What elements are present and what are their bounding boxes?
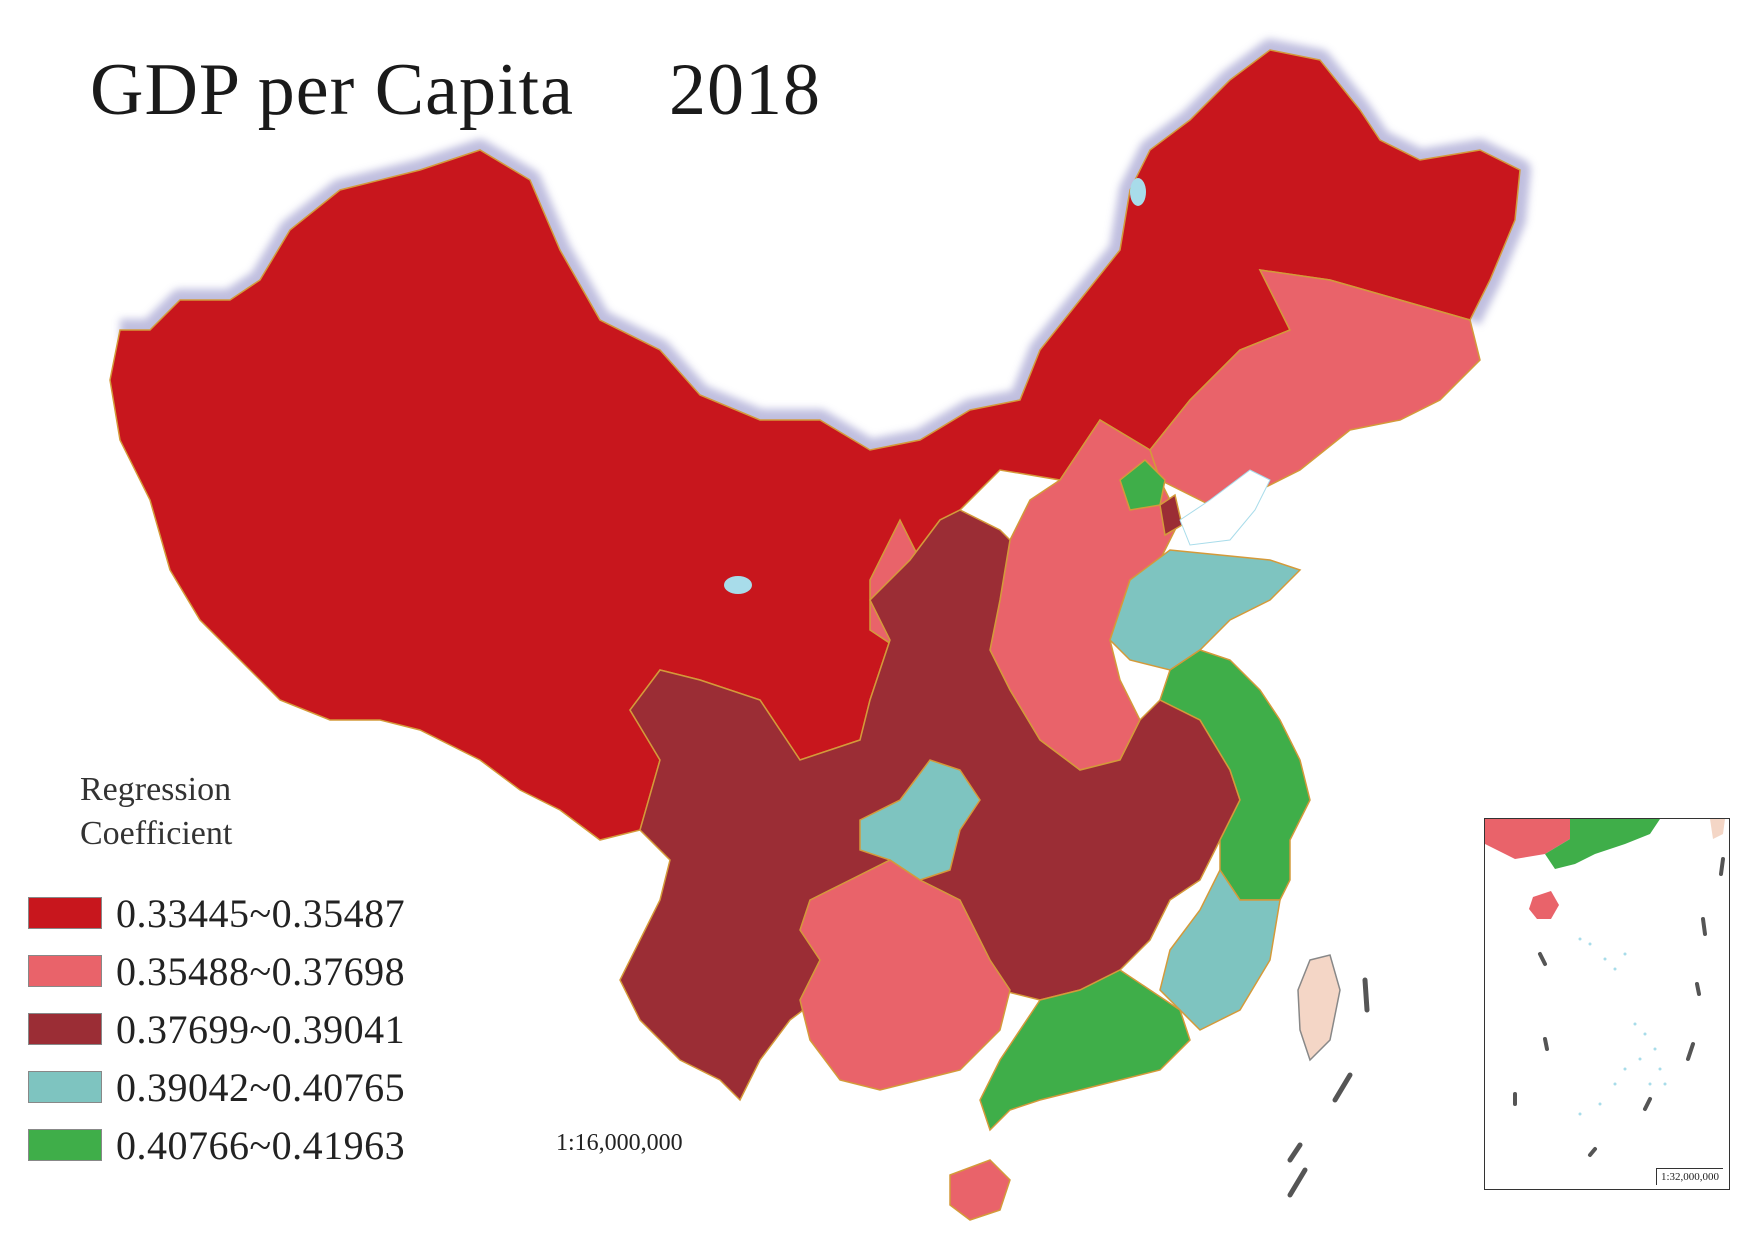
legend-swatch (28, 1013, 102, 1045)
inset-map (1485, 819, 1725, 1157)
legend-swatch (28, 897, 102, 929)
inset-region-hainan (1529, 891, 1559, 919)
legend-item: 0.40766~0.41963 (28, 1116, 405, 1174)
region-northeast (1149, 269, 1481, 521)
legend-label: 0.35488~0.37698 (116, 948, 406, 994)
scale-main: 1:16,000,000 (556, 1130, 683, 1156)
region-shandong (1109, 549, 1302, 671)
legend-swatch (28, 1129, 102, 1161)
legend-item: 0.37699~0.39041 (28, 1000, 405, 1058)
inset-region-taiwan (1710, 819, 1725, 839)
region-jiangsu-zhejiang (1159, 649, 1311, 901)
legend-swatch (28, 955, 102, 987)
region-fujian (1159, 868, 1281, 1031)
legend-item: 0.39042~0.40765 (28, 1058, 405, 1116)
legend-item: 0.33445~0.35487 (28, 884, 405, 942)
legend-label: 0.40766~0.41963 (116, 1122, 406, 1168)
legend-swatch (28, 1071, 102, 1103)
inset-region-pink (1485, 819, 1575, 859)
legend-title: Regression Coefficient (80, 768, 232, 856)
region-guizhou-guangxi (799, 859, 1011, 1091)
legend-label: 0.37699~0.39041 (116, 1006, 406, 1052)
legend-item: 0.35488~0.37698 (28, 942, 405, 1000)
lake-qinghai (724, 576, 752, 594)
map-title-year: 2018 (668, 49, 821, 131)
region-hainan (949, 1159, 1011, 1221)
inset-islands (1578, 937, 1667, 1116)
legend-title-line1: Regression (80, 771, 232, 808)
inset-nine-dash-line (1513, 857, 1725, 1157)
lake-hulun (1130, 178, 1146, 206)
nine-dash-line-main (1287, 977, 1370, 1198)
legend-label: 0.39042~0.40765 (116, 1064, 406, 1110)
map-title: GDP per Capita 2018 (90, 48, 821, 133)
legend-label: 0.33445~0.35487 (116, 890, 406, 936)
region-chongqing (859, 759, 981, 881)
scale-inset: 1:32,000,000 (1655, 1168, 1723, 1185)
map-title-text: GDP per Capita (90, 49, 574, 131)
region-beijing (1119, 458, 1166, 511)
legend-title-line2: Coefficient (80, 815, 233, 852)
south-china-sea-inset: 1:32,000,000 (1484, 818, 1730, 1190)
region-guangdong (979, 969, 1191, 1132)
region-taiwan (1297, 954, 1341, 1062)
inset-region-green (1545, 819, 1660, 869)
legend: 0.33445~0.35487 0.35488~0.37698 0.37699~… (28, 884, 405, 1174)
bohai-sea (1179, 469, 1271, 546)
